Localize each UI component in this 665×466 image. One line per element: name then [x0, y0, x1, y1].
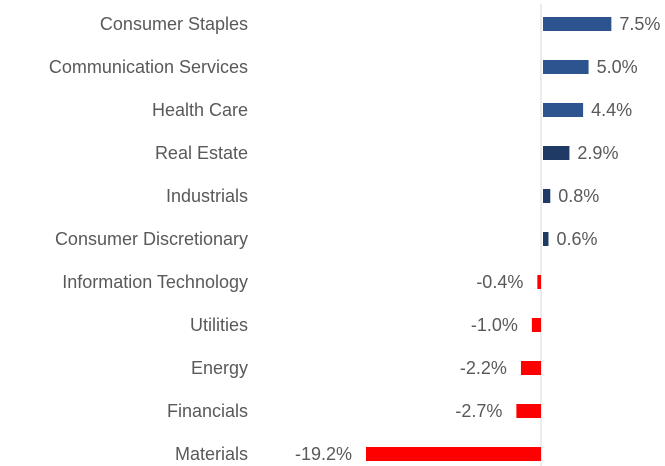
data-label: -19.2% [295, 444, 352, 464]
bar [531, 318, 541, 332]
data-label: 7.5% [619, 14, 660, 34]
data-label: 0.8% [558, 186, 599, 206]
data-label: -2.7% [455, 401, 502, 421]
bar [366, 447, 541, 461]
bar [543, 60, 589, 74]
category-label: Communication Services [49, 57, 248, 77]
data-label: -0.4% [476, 272, 523, 292]
bar [520, 361, 541, 375]
bar [543, 146, 570, 160]
bar [543, 103, 584, 117]
bar [516, 404, 541, 418]
category-label: Utilities [190, 315, 248, 335]
category-label: Materials [175, 444, 248, 464]
category-label: Energy [191, 358, 248, 378]
data-label: 5.0% [597, 57, 638, 77]
data-label: -1.0% [471, 315, 518, 335]
data-label: 0.6% [556, 229, 597, 249]
bar [543, 189, 551, 203]
category-label: Industrials [166, 186, 248, 206]
category-label: Information Technology [62, 272, 248, 292]
data-label: 4.4% [591, 100, 632, 120]
category-label: Health Care [152, 100, 248, 120]
bar [537, 275, 541, 289]
category-label: Consumer Discretionary [55, 229, 248, 249]
category-label: Consumer Staples [100, 14, 248, 34]
data-label: -2.2% [460, 358, 507, 378]
bar [543, 17, 612, 31]
category-label: Financials [167, 401, 248, 421]
data-label: 2.9% [577, 143, 618, 163]
category-label: Real Estate [155, 143, 248, 163]
bar [543, 232, 549, 246]
